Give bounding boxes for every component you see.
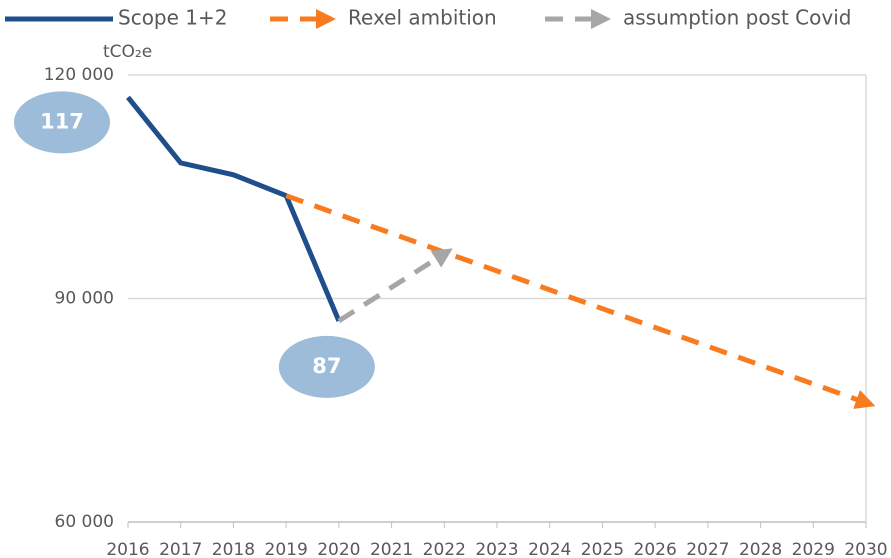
x-tick-label: 2017 <box>159 540 202 558</box>
x-tick-label: 2022 <box>423 540 466 558</box>
legend-label: Scope 1+2 <box>118 6 228 30</box>
y-axis-label: tCO₂e <box>103 42 152 62</box>
legend-label: assumption post Covid <box>623 6 851 30</box>
series-line <box>337 248 453 323</box>
y-tick-label: 90 000 <box>55 289 114 309</box>
x-tick-label: 2023 <box>475 540 518 558</box>
y-tick-label: 120 000 <box>44 65 114 85</box>
x-tick-label: 2020 <box>317 540 360 558</box>
x-tick-label: 2019 <box>265 540 308 558</box>
value-bubble <box>278 335 375 398</box>
value-label: 87 <box>312 354 341 378</box>
x-tick-label: 2016 <box>106 540 149 558</box>
x-tick-label: 2026 <box>634 540 677 558</box>
x-tick-label: 2027 <box>686 540 729 558</box>
legend-label: Rexel ambition <box>348 6 497 30</box>
x-tick-label: 2025 <box>581 540 624 558</box>
x-tick-label: 2024 <box>528 540 571 558</box>
series-line <box>285 193 876 409</box>
series-line <box>126 95 342 322</box>
x-tick-label: 2028 <box>739 540 782 558</box>
x-tick-label: 2021 <box>370 540 413 558</box>
x-tick-label: 2018 <box>212 540 255 558</box>
y-tick-label: 60 000 <box>55 512 114 532</box>
x-tick-label: 2030 <box>844 540 887 558</box>
x-tick-label: 2029 <box>792 540 835 558</box>
value-label: 117 <box>40 109 84 133</box>
value-bubble <box>14 91 110 154</box>
